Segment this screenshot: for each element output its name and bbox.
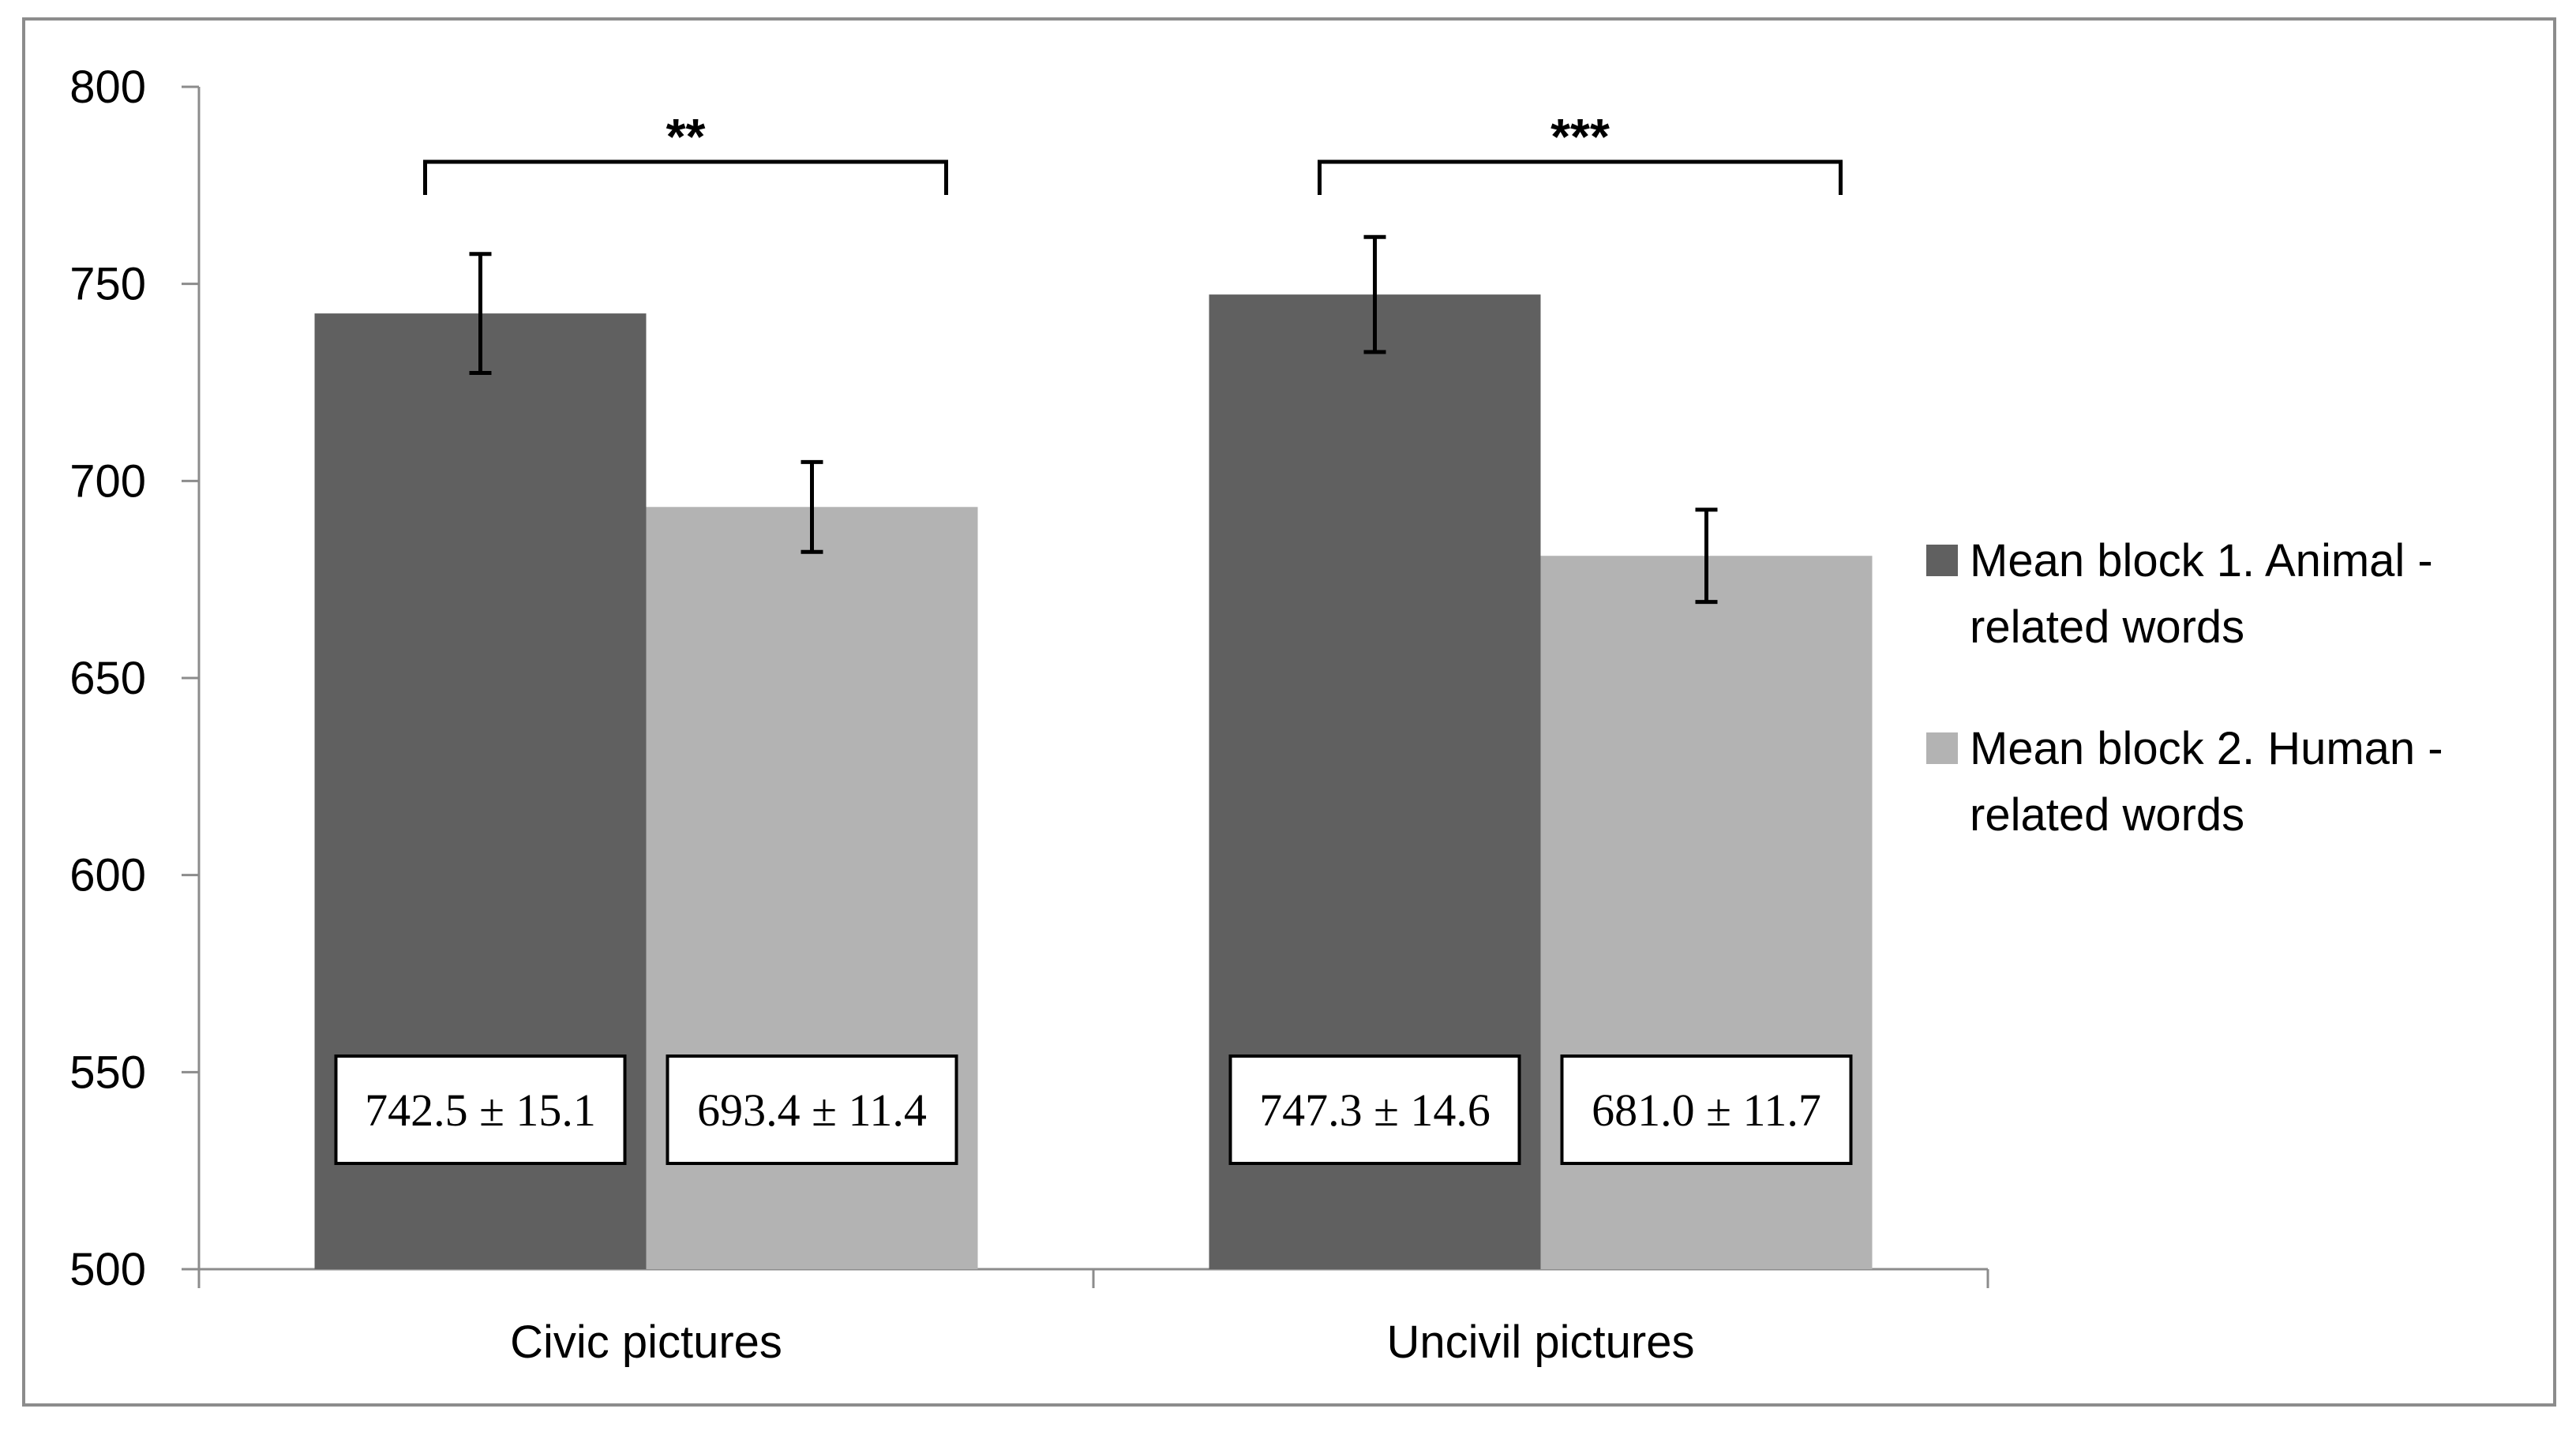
y-tick-label: 700 (69, 455, 146, 507)
legend-label-line1: Mean block 1. Animal - (1970, 535, 2433, 586)
legend-swatch (1926, 732, 1958, 764)
y-tick-label: 600 (69, 850, 146, 901)
significance-bracket (1318, 159, 1843, 195)
legend-swatch (1926, 545, 1958, 576)
legend: Mean block 1. Animal - related words Mean … (1926, 535, 2443, 841)
x-category-label: Civic pictures (510, 1317, 782, 1368)
y-tick-label: 550 (69, 1047, 146, 1098)
axes: 500 550 600 650 700 750 800 Civic pictures Unciv… (69, 62, 1989, 1368)
data-label-box (666, 1055, 958, 1165)
legend-label-line2: related words (1970, 601, 2244, 653)
legend-label-line1: Mean block 2. Human - (1970, 723, 2443, 774)
bars: 742.5 ± 15.1 693.4 ± 11.4 ** 747.3 ± 14.6 68… (314, 108, 1873, 1269)
y-tick-label: 650 (69, 653, 146, 704)
data-label-box (1560, 1055, 1853, 1165)
x-category-label: Uncivil pictures (1387, 1317, 1695, 1368)
y-tick-label: 800 (69, 62, 146, 113)
data-label: 747.3 ± 14.6 (1259, 1084, 1490, 1136)
data-label: 693.4 ± 11.4 (697, 1084, 927, 1136)
data-label-box (1228, 1055, 1521, 1165)
significance-label: ** (666, 108, 706, 165)
data-label: 681.0 ± 11.7 (1592, 1084, 1821, 1136)
significance-label: *** (1550, 108, 1610, 165)
data-label: 742.5 ± 15.1 (365, 1084, 596, 1136)
significance-bracket (423, 159, 948, 195)
y-tick-label: 500 (69, 1244, 146, 1295)
data-label-box (334, 1055, 627, 1165)
legend-label-line2: related words (1970, 789, 2244, 841)
y-tick-label: 750 (69, 259, 146, 310)
